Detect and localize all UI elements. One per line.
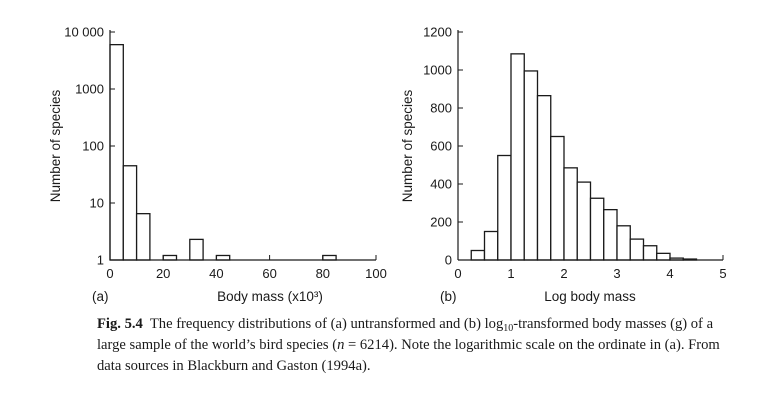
x-tick-label: 5	[719, 266, 726, 281]
x-tick-label: 40	[209, 266, 223, 281]
histogram-bar	[523, 70, 539, 261]
x-tick-label: 3	[613, 266, 620, 281]
histogram-bar	[563, 167, 578, 261]
histogram-bar	[656, 252, 671, 261]
x-tick-label: 0	[106, 266, 113, 281]
histogram-bar	[589, 197, 605, 261]
caption-label: Fig. 5.4	[97, 316, 143, 332]
histogram-bar	[322, 254, 337, 261]
x-tick-label: 80	[316, 266, 330, 281]
x-tick-label: 60	[262, 266, 276, 281]
histogram-bar	[510, 53, 525, 261]
x-tick-label: 2	[560, 266, 567, 281]
y-tick-label: 10	[90, 196, 104, 211]
y-tick-label: 1200	[423, 25, 452, 40]
histogram-bar	[576, 181, 592, 261]
histogram-bar	[215, 254, 231, 261]
panel-label: (b)	[440, 289, 457, 304]
x-tick-label: 100	[365, 266, 387, 281]
caption-n-symbol: n	[337, 337, 345, 353]
x-tick-label: 4	[666, 266, 673, 281]
y-tick-label: 600	[430, 139, 452, 154]
y-tick-label: 200	[430, 215, 452, 230]
y-tick-label: 1000	[75, 82, 104, 97]
y-tick-label: 0	[445, 253, 452, 268]
histogram-bar	[162, 254, 178, 261]
histogram-bar	[189, 238, 204, 261]
caption-text-2: -transformed body masses (g) of a large …	[97, 316, 714, 353]
x-axis-label: Body mass (x10³)	[217, 289, 323, 304]
histogram-bar	[603, 208, 618, 261]
caption-text-3: = 6214). Note the logarithmic scale on t…	[97, 337, 720, 374]
y-axis-label: Number of species	[400, 89, 415, 202]
histogram-bar	[497, 154, 512, 261]
x-tick-label: 0	[454, 266, 461, 281]
histogram-bar	[470, 249, 486, 261]
histogram-bar	[616, 225, 631, 261]
histogram-bar	[122, 165, 138, 261]
histogram-bar	[536, 95, 552, 261]
histogram-bar	[483, 230, 499, 261]
y-tick-label: 1000	[423, 63, 452, 78]
chart-b: 0 1 2 3 4 5 0 200 400 600 800 1000 1200 Number of spe…	[400, 25, 727, 305]
caption-text-1: The frequency distributions of (a) untra…	[149, 316, 504, 332]
x-tick-label: 1	[507, 266, 514, 281]
y-tick-label: 400	[430, 177, 452, 192]
chart-a: 0 20 40 60 80 100 1 10 100 1000 10 000 Number of sp…	[48, 25, 387, 305]
y-tick-label: 10 000	[64, 25, 104, 40]
y-tick-label: 100	[82, 139, 104, 154]
x-axis-label: Log body mass	[544, 289, 636, 304]
histogram-bar	[629, 238, 645, 261]
histogram-bar	[135, 213, 151, 261]
caption-subscript: 10	[503, 323, 514, 334]
panel-label: (a)	[92, 289, 109, 304]
histogram-bar	[642, 245, 658, 261]
figure-caption: Fig. 5.4 The frequency distributions of …	[97, 314, 727, 377]
y-tick-label: 1	[97, 253, 104, 268]
y-tick-label: 800	[430, 101, 452, 116]
y-axis-label: Number of species	[48, 89, 63, 202]
histogram-bar	[550, 135, 565, 261]
x-tick-label: 20	[156, 266, 170, 281]
histogram-bar	[109, 43, 124, 261]
